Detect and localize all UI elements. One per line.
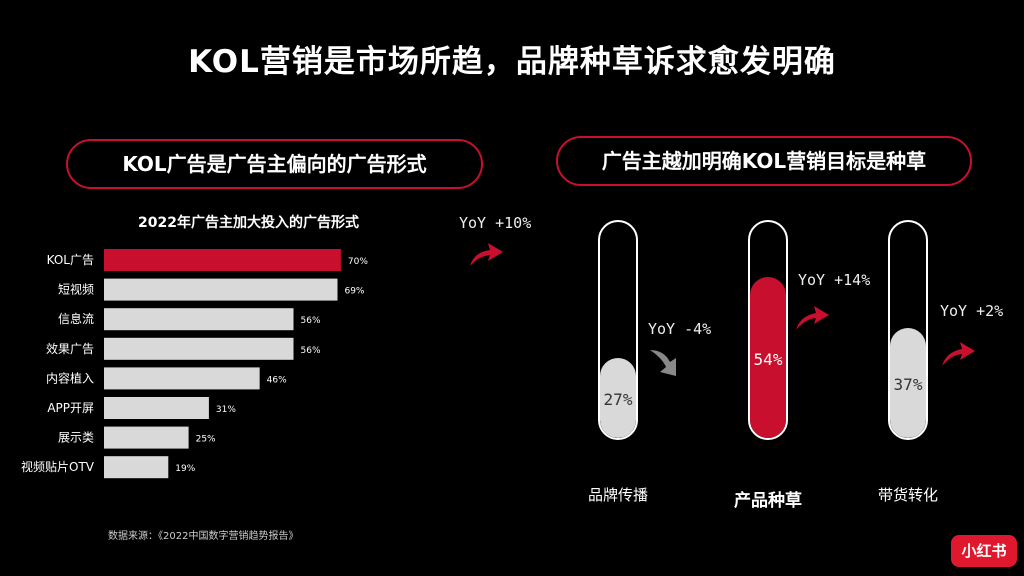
xiaohongshu-logo: 小红书: [951, 535, 1017, 567]
bar: [104, 426, 189, 449]
page-title: KOL营销是市场所趋，品牌种草诉求愈发明确: [188, 44, 836, 80]
yoy-label-conversion: YoY +2%: [940, 302, 1004, 320]
bar-value-label: 70%: [348, 257, 368, 267]
data-source-note: 数据来源：《2022中国数字营销趋势报告》: [108, 531, 299, 542]
yoy-label-brand: YoY -4%: [648, 320, 712, 338]
left-yoy-label: YoY +10%: [459, 214, 532, 232]
category-seeding: 产品种草: [734, 491, 802, 511]
bar-category-label: 效果广告: [46, 341, 94, 356]
bar: [104, 337, 294, 360]
up-arrow-icon: [942, 342, 975, 366]
thermometer-brand: [598, 220, 638, 440]
bar: [104, 278, 338, 301]
down-arrow-icon: [650, 350, 676, 376]
bar-value-label: 31%: [216, 405, 236, 415]
left-section-header: KOL广告是广告主偏向的广告形式: [66, 139, 483, 189]
bar-value-label: 56%: [301, 316, 321, 326]
bar-category-label: 视频贴片OTV: [21, 459, 95, 474]
bar-value-label: 25%: [196, 435, 216, 445]
bar-category-label: 内容植入: [46, 370, 94, 385]
bar-chart-title: 2022年广告主加大投入的广告形式: [138, 215, 359, 231]
bar-category-label: 信息流: [58, 311, 94, 326]
bar-value-label: 56%: [301, 346, 321, 356]
category-conversion: 带货转化: [877, 486, 938, 504]
thermometer-value: 27%: [603, 389, 633, 409]
thermometer-fill: [600, 357, 636, 438]
bar-category-label: 展示类: [58, 431, 94, 445]
up-arrow-icon: [796, 306, 829, 330]
thermometer-fill: [890, 327, 926, 438]
yoy-label-seeding: YoY +14%: [798, 271, 871, 289]
category-brand: 品牌传播: [587, 486, 648, 504]
bar-value-label: 19%: [175, 464, 195, 474]
bar: [104, 456, 169, 479]
bar: [104, 308, 294, 331]
bar-chart: KOL广告 70% 短视频 69% 信息流 56% 效果广告 56% 内容植入 46% APP开屏 3…: [21, 249, 368, 479]
bar: [104, 249, 341, 271]
bar-category-label: 短视频: [58, 282, 94, 297]
bar-value-label: 69%: [344, 287, 364, 297]
thermometer-fill: [750, 277, 786, 438]
thermometer-seeding: [748, 220, 788, 440]
right-section-header: 广告主越加明确KOL营销目标是种草: [556, 136, 972, 186]
bar-category-label: KOL广告: [47, 253, 94, 267]
bar-category-label: APP开屏: [47, 401, 94, 415]
thermometer-value: 37%: [893, 374, 923, 394]
bar: [104, 367, 260, 390]
bar: [104, 397, 209, 419]
bar-value-label: 46%: [267, 375, 287, 385]
thermometer-conversion: [888, 220, 928, 440]
thermometer-value: 54%: [753, 349, 783, 369]
up-arrow-icon: [470, 243, 503, 266]
